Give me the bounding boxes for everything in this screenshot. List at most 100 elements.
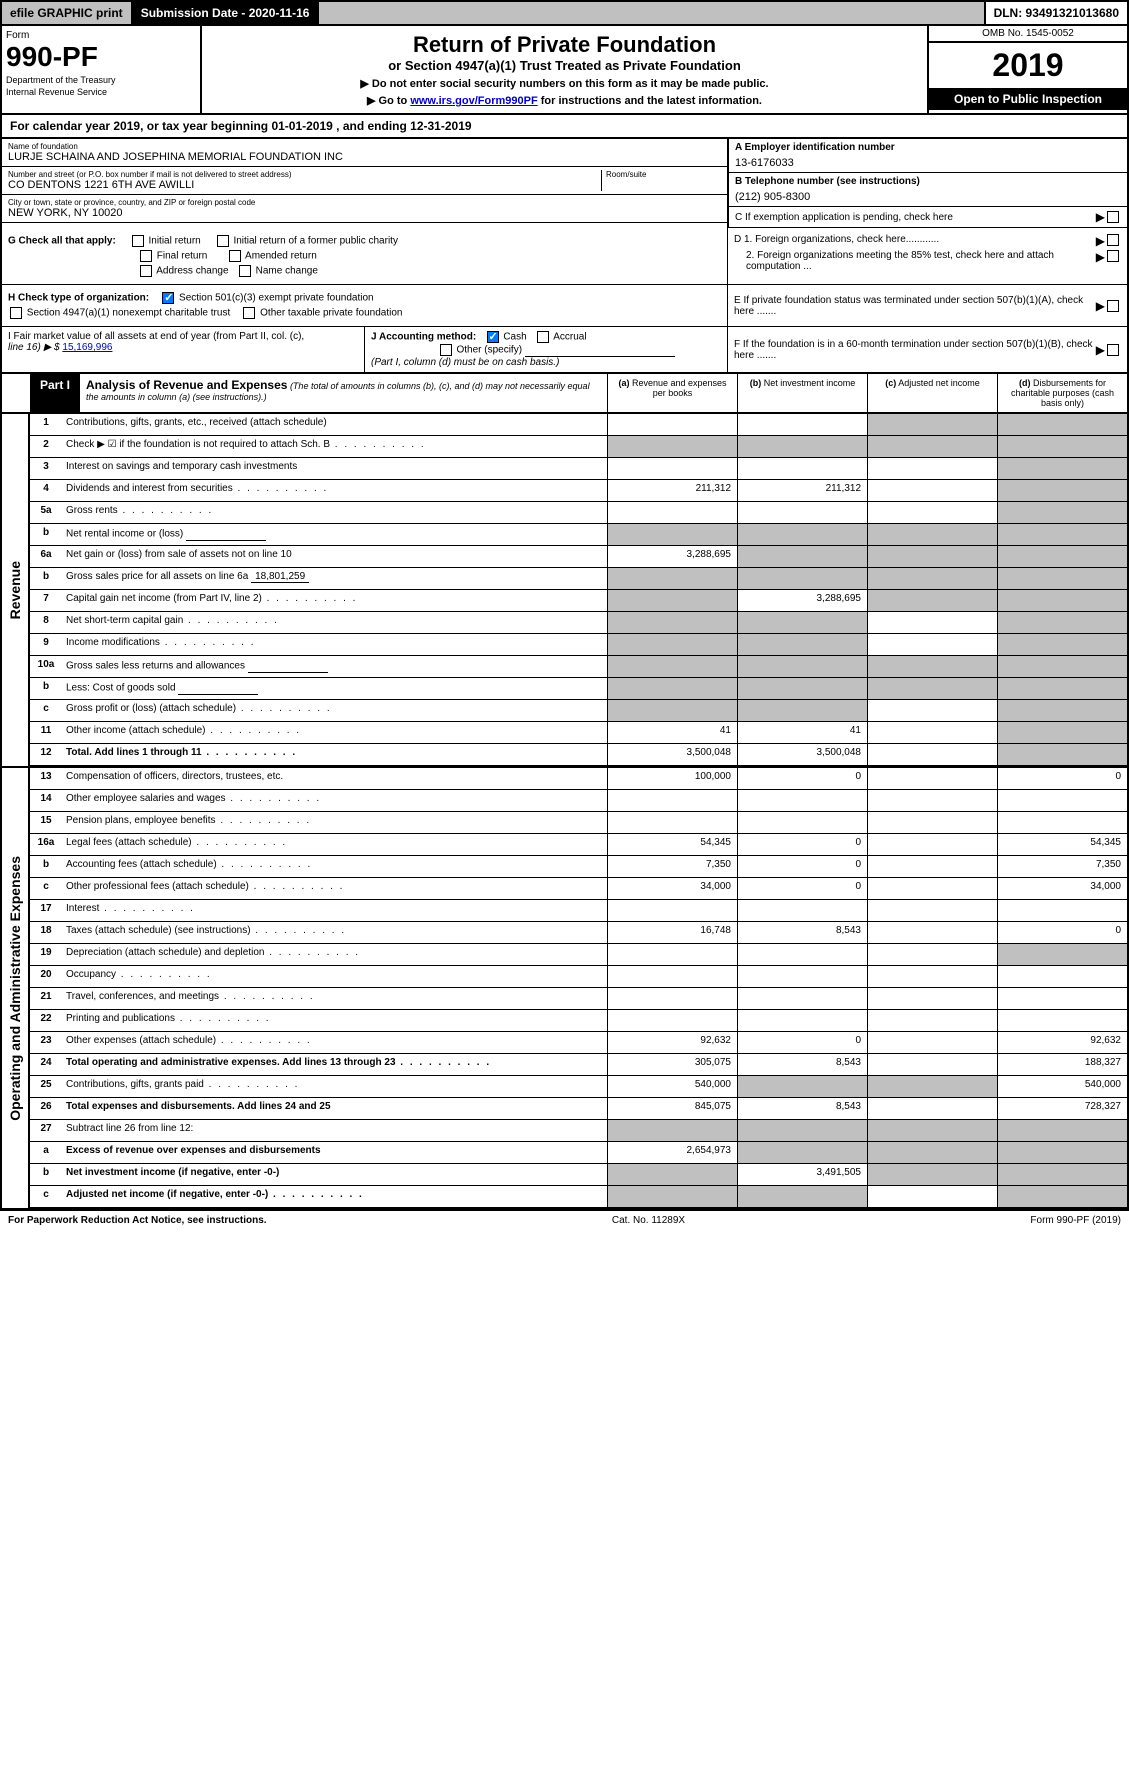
cell-value	[607, 502, 737, 523]
cell-value: 41	[607, 722, 737, 743]
cell-value: 92,632	[997, 1032, 1127, 1053]
row-num: 5a	[30, 502, 62, 523]
col-c-head: (c) Adjusted net income	[867, 374, 997, 412]
open-inspection: Open to Public Inspection	[929, 88, 1127, 110]
row-desc: Subtract line 26 from line 12:	[62, 1120, 607, 1141]
tel-value: (212) 905-8300	[735, 191, 1121, 203]
table-row: aExcess of revenue over expenses and dis…	[30, 1142, 1127, 1164]
fmv-value: 15,169,996	[62, 342, 112, 353]
501c3-checkbox[interactable]	[162, 292, 174, 304]
cell-value	[737, 458, 867, 479]
cell-value	[607, 790, 737, 811]
d1-checkbox[interactable]	[1107, 234, 1119, 246]
row-num: 3	[30, 458, 62, 479]
cell-value: 0	[737, 878, 867, 899]
row-desc: Compensation of officers, directors, tru…	[62, 768, 607, 789]
irs-link[interactable]: www.irs.gov/Form990PF	[410, 95, 537, 107]
name-change-checkbox[interactable]	[239, 265, 251, 277]
room-label: Room/suite	[606, 170, 721, 179]
other-checkbox[interactable]	[440, 344, 452, 356]
cell-value: 845,075	[607, 1098, 737, 1119]
row-desc: Capital gain net income (from Part IV, l…	[62, 590, 607, 611]
d2-checkbox[interactable]	[1107, 250, 1119, 262]
form-label: Form	[6, 30, 196, 41]
section-ij-row: I Fair market value of all assets at end…	[0, 327, 1129, 374]
4947-checkbox[interactable]	[10, 307, 22, 319]
cell-value	[867, 458, 997, 479]
header-left: Form 990-PF Department of the Treasury I…	[2, 26, 202, 113]
cell-value	[867, 634, 997, 655]
cell-value	[737, 790, 867, 811]
other-specify-input[interactable]	[525, 343, 675, 357]
h-opt-2: Other taxable private foundation	[260, 308, 402, 319]
info-grid: Name of foundation LURJE SCHAINA AND JOS…	[0, 139, 1129, 228]
cell-value	[607, 944, 737, 965]
cell-value	[867, 502, 997, 523]
row-desc: Travel, conferences, and meetings	[62, 988, 607, 1009]
inline-value: 18,801,259	[251, 571, 309, 583]
row-desc: Other expenses (attach schedule)	[62, 1032, 607, 1053]
e-checkbox[interactable]	[1107, 300, 1119, 312]
efile-btn[interactable]: efile GRAPHIC print	[2, 2, 133, 24]
cell-gray	[867, 1120, 997, 1141]
inline-box	[248, 659, 328, 673]
revenue-label-text: Revenue	[7, 561, 23, 619]
section-e: E If private foundation status was termi…	[727, 285, 1127, 326]
arrow-icon: ▶	[1096, 343, 1105, 357]
c-checkbox[interactable]	[1107, 211, 1119, 223]
accrual-checkbox[interactable]	[537, 331, 549, 343]
table-row: 26Total expenses and disbursements. Add …	[30, 1098, 1127, 1120]
cell-value: 0	[737, 856, 867, 877]
cell-value: 0	[997, 922, 1127, 943]
col-d-head: (d) Disbursements for charitable purpose…	[997, 374, 1127, 412]
cell-gray	[737, 700, 867, 721]
col-c-t: Adjusted net income	[898, 378, 980, 388]
initial-return-checkbox[interactable]	[132, 235, 144, 247]
row-desc: Total. Add lines 1 through 11	[62, 744, 607, 765]
g-label: G Check all that apply:	[8, 236, 116, 247]
c-label: C If exemption application is pending, c…	[735, 212, 1096, 223]
cat-no: Cat. No. 11289X	[612, 1215, 685, 1226]
cell-gray	[737, 678, 867, 699]
cell-gray	[607, 568, 737, 589]
address-change-checkbox[interactable]	[140, 265, 152, 277]
j-cash: Cash	[503, 332, 526, 343]
cell-value: 3,500,048	[737, 744, 867, 765]
row-desc: Other employee salaries and wages	[62, 790, 607, 811]
row-num: 21	[30, 988, 62, 1009]
row-desc: Net rental income or (loss)	[62, 524, 607, 545]
ein-value: 13-6176033	[735, 157, 1121, 169]
cell-value	[997, 1010, 1127, 1031]
other-taxable-checkbox[interactable]	[243, 307, 255, 319]
row-num: 16a	[30, 834, 62, 855]
cell-value	[737, 988, 867, 1009]
i-line: line 16) ▶ $	[8, 342, 60, 353]
cash-checkbox[interactable]	[487, 331, 499, 343]
city-label: City or town, state or province, country…	[8, 198, 721, 207]
row-num: 19	[30, 944, 62, 965]
row-desc: Total operating and administrative expen…	[62, 1054, 607, 1075]
table-row: 15Pension plans, employee benefits	[30, 812, 1127, 834]
final-return-checkbox[interactable]	[140, 250, 152, 262]
dln: DLN: 93491321013680	[986, 2, 1127, 24]
cell-gray	[997, 546, 1127, 567]
cell-value	[867, 722, 997, 743]
table-row: 8Net short-term capital gain	[30, 612, 1127, 634]
cell-gray	[867, 524, 997, 545]
cell-value	[737, 812, 867, 833]
cell-gray	[737, 1186, 867, 1207]
table-row: 9Income modifications	[30, 634, 1127, 656]
f-checkbox[interactable]	[1107, 344, 1119, 356]
cell-value	[867, 1032, 997, 1053]
row-num: 15	[30, 812, 62, 833]
table-row: cGross profit or (loss) (attach schedule…	[30, 700, 1127, 722]
table-row: bLess: Cost of goods sold	[30, 678, 1127, 700]
cell-gray	[607, 436, 737, 457]
irs-label: Internal Revenue Service	[6, 87, 196, 97]
cell-gray	[607, 634, 737, 655]
cell-gray	[607, 1186, 737, 1207]
initial-public-checkbox[interactable]	[217, 235, 229, 247]
table-row: 18Taxes (attach schedule) (see instructi…	[30, 922, 1127, 944]
amended-checkbox[interactable]	[229, 250, 241, 262]
cell-value	[607, 458, 737, 479]
